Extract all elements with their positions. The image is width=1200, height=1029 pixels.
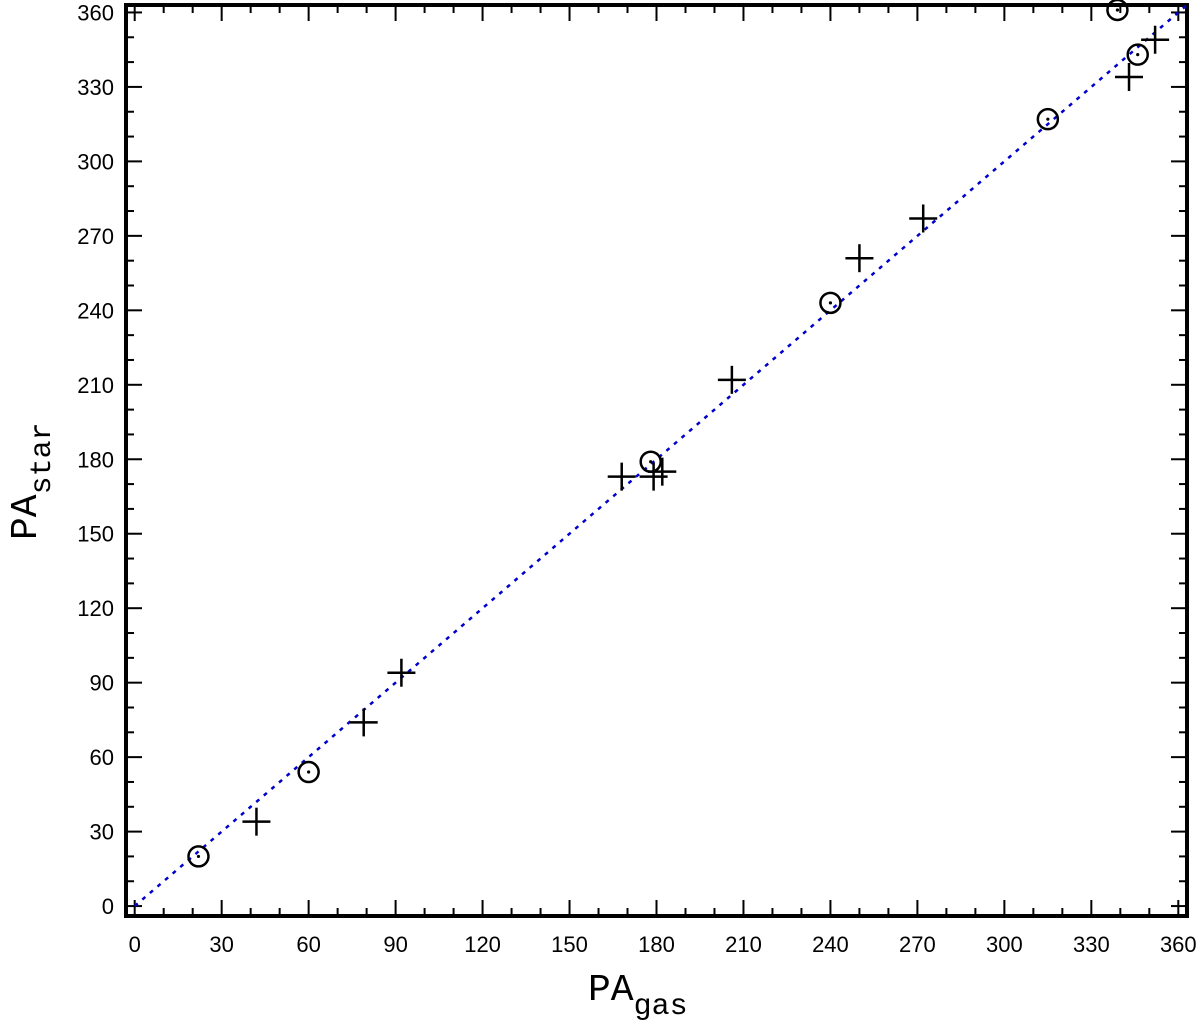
y-tick-label: 180 — [77, 447, 114, 472]
x-tick-label: 120 — [464, 932, 501, 957]
circle-dot-marker — [297, 760, 320, 784]
circle-dot-marker — [187, 845, 210, 868]
y-tick-label: 210 — [77, 373, 114, 398]
y-tick-label: 300 — [77, 149, 114, 174]
plus-marker — [607, 462, 636, 491]
y-tick-label: 30 — [90, 820, 114, 845]
plus-marker — [387, 658, 416, 687]
x-axis-label: PAgas — [588, 969, 688, 1024]
x-tick-label: 270 — [899, 932, 936, 957]
circle-dot-marker — [1036, 107, 1060, 131]
x-tick-label: 150 — [551, 932, 588, 957]
y-tick-label: 360 — [77, 0, 114, 25]
circle-dot-marker — [1126, 43, 1149, 66]
y-axis-label: PAstar — [5, 422, 60, 540]
axis-ticks — [126, 5, 1187, 916]
tick-labels: 0 30 60 90 120 150 180 210 240 270 300 330 360 0 30 60 9… — [77, 0, 1196, 957]
x-tick-label: 330 — [1073, 932, 1110, 957]
x-tick-label: 180 — [638, 932, 675, 957]
y-tick-label: 150 — [77, 522, 114, 547]
y-tick-label: 270 — [77, 224, 114, 249]
y-tick-label: 120 — [77, 596, 114, 621]
x-tick-label: 210 — [725, 932, 762, 957]
x-tick-label: 90 — [383, 932, 407, 957]
plus-marker — [349, 708, 378, 737]
data-markers — [187, 0, 1170, 868]
plus-marker — [1115, 62, 1144, 91]
x-tick-label: 360 — [1160, 932, 1197, 957]
plot-frame — [124, 3, 1189, 918]
x-tick-label: 0 — [129, 932, 141, 957]
y-tick-label: 90 — [90, 671, 114, 696]
circle-dot-marker — [819, 291, 842, 315]
plus-marker — [717, 365, 746, 394]
x-tick-label: 60 — [296, 932, 320, 957]
y-tick-label: 0 — [102, 894, 114, 919]
plus-marker — [242, 807, 271, 836]
plus-marker — [1141, 25, 1170, 54]
plus-marker — [845, 244, 874, 273]
x-tick-label: 300 — [986, 932, 1023, 957]
y-tick-label: 240 — [77, 298, 114, 323]
identity-line — [133, 4, 1188, 908]
circle-dot-marker — [1106, 0, 1129, 22]
x-tick-label: 240 — [812, 932, 849, 957]
y-tick-label: 60 — [90, 745, 114, 770]
x-tick-label: 30 — [209, 932, 233, 957]
plus-marker — [909, 204, 938, 233]
circle-dot-marker — [639, 450, 662, 473]
y-tick-label: 330 — [77, 75, 114, 100]
